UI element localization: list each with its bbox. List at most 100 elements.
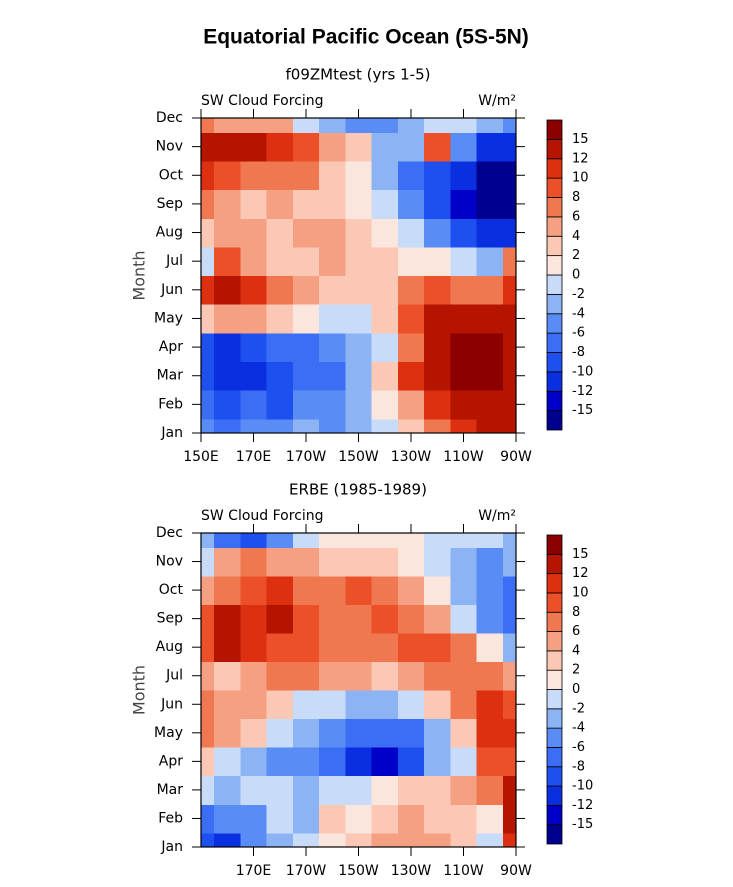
cell [266, 547, 294, 577]
y-tick-label: Nov [156, 554, 183, 570]
y-tick-label: Jan [160, 839, 183, 855]
colorbar-label: 0 [572, 268, 580, 283]
colorbar-box [546, 689, 563, 710]
cell [266, 246, 294, 277]
cell [502, 189, 516, 219]
cell [424, 804, 451, 834]
cell [319, 275, 346, 305]
cell [319, 747, 346, 777]
cell [214, 132, 241, 162]
cell [319, 118, 346, 133]
y-tick-label: May [154, 310, 183, 326]
cell [214, 775, 241, 805]
cell [450, 418, 478, 433]
cell [424, 246, 451, 277]
cell [371, 832, 399, 847]
y-tick-label: Jan [160, 425, 183, 441]
colorbar-box [546, 708, 563, 729]
cell [214, 189, 241, 219]
cell [266, 118, 294, 133]
colorbar-box [546, 611, 563, 632]
cell [319, 690, 346, 720]
cell [266, 275, 294, 305]
cell [201, 832, 215, 847]
cell [319, 775, 346, 805]
y-axis-label: Month [130, 665, 149, 715]
cell [214, 390, 241, 420]
cell [371, 390, 399, 420]
cell [345, 632, 373, 663]
cell [502, 575, 516, 605]
field [201, 533, 516, 847]
cell [450, 604, 478, 634]
y-tick-label: Sep [157, 196, 184, 212]
cell [201, 547, 215, 577]
x-tick-label: 150W [338, 863, 379, 879]
cell [371, 804, 399, 834]
cell [502, 775, 516, 805]
cell [292, 275, 320, 305]
colorbar-box [546, 747, 563, 768]
cell [345, 690, 373, 720]
colorbar-box [546, 274, 563, 295]
cell [502, 832, 516, 847]
colorbar-label: -6 [572, 326, 585, 341]
colorbar-box [546, 293, 563, 315]
cell [450, 189, 478, 219]
cell [424, 218, 451, 248]
cell [319, 189, 346, 219]
cell [397, 533, 425, 548]
cell [502, 304, 516, 334]
cell [345, 832, 373, 847]
cell [201, 747, 215, 777]
cell [476, 390, 504, 420]
cell [450, 575, 478, 605]
cell [292, 160, 320, 191]
cell [292, 775, 320, 805]
cell [266, 661, 294, 691]
left-label: SW Cloud Forcing [201, 93, 324, 109]
cell [319, 533, 346, 548]
cell [424, 661, 451, 691]
cell [371, 332, 399, 363]
cell [201, 775, 215, 805]
cell [476, 804, 504, 834]
colorbar-box [546, 216, 563, 237]
cell [292, 304, 320, 334]
cell [345, 390, 373, 420]
cell [371, 246, 399, 277]
cell [450, 747, 478, 777]
cell [201, 390, 215, 420]
colorbar-box [546, 631, 563, 652]
cell [502, 275, 516, 305]
x-tick-label: 130W [391, 863, 432, 879]
cell [450, 632, 478, 663]
cell [292, 747, 320, 777]
cell [214, 160, 241, 191]
x-tick-label: 150W [338, 449, 379, 465]
cell [450, 547, 478, 577]
cell [345, 189, 373, 219]
cell [397, 218, 425, 248]
cell [292, 361, 320, 391]
colorbar-label: 12 [572, 566, 589, 581]
cell [450, 118, 478, 133]
figure-title: Equatorial Pacific Ocean (5S-5N) [203, 26, 529, 49]
colorbar-box [546, 177, 563, 198]
cell [214, 418, 241, 433]
colorbar-label: 0 [572, 682, 580, 697]
cell [502, 118, 516, 133]
cell [371, 604, 399, 634]
cell [397, 189, 425, 219]
cell [240, 390, 268, 420]
cell [502, 390, 516, 420]
cell [319, 390, 346, 420]
cell [214, 304, 241, 334]
colorbar-label: 12 [572, 151, 589, 166]
x-tick-label: 150E [183, 449, 219, 465]
right-label: W/m² [478, 93, 516, 109]
cell [319, 246, 346, 277]
cell [345, 718, 373, 748]
cell [397, 246, 425, 277]
colorbar-label: 10 [572, 585, 589, 600]
